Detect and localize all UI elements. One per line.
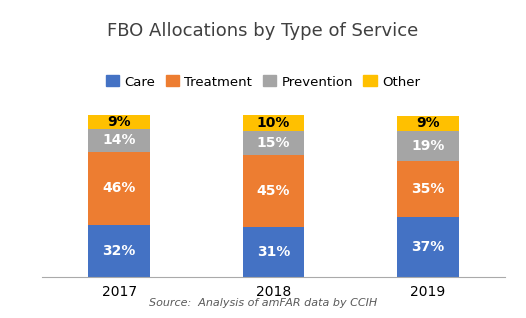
Text: 46%: 46% <box>103 182 136 196</box>
Text: 9%: 9% <box>107 115 131 129</box>
Text: 14%: 14% <box>103 133 136 147</box>
Bar <box>242 155 305 227</box>
Bar <box>88 152 150 225</box>
Text: 10%: 10% <box>257 116 290 130</box>
Bar <box>397 217 459 277</box>
Bar <box>397 161 459 217</box>
Text: 19%: 19% <box>411 139 444 153</box>
Bar <box>88 115 150 129</box>
Bar <box>88 225 150 277</box>
Text: 37%: 37% <box>411 240 444 254</box>
Bar <box>242 227 305 277</box>
Legend: Care, Treatment, Prevention, Other: Care, Treatment, Prevention, Other <box>101 70 425 94</box>
Bar <box>397 116 459 131</box>
Text: 15%: 15% <box>257 136 290 150</box>
Text: 35%: 35% <box>411 182 444 196</box>
Bar <box>242 115 305 131</box>
Text: 32%: 32% <box>103 244 136 258</box>
Text: FBO Allocations by Type of Service: FBO Allocations by Type of Service <box>107 22 419 40</box>
Text: 31%: 31% <box>257 245 290 259</box>
Text: 9%: 9% <box>416 116 440 130</box>
Bar <box>88 129 150 152</box>
Bar <box>242 131 305 155</box>
Text: Source:  Analysis of amFAR data by CCIH: Source: Analysis of amFAR data by CCIH <box>149 299 377 308</box>
Bar <box>397 131 459 161</box>
Text: 45%: 45% <box>257 184 290 198</box>
